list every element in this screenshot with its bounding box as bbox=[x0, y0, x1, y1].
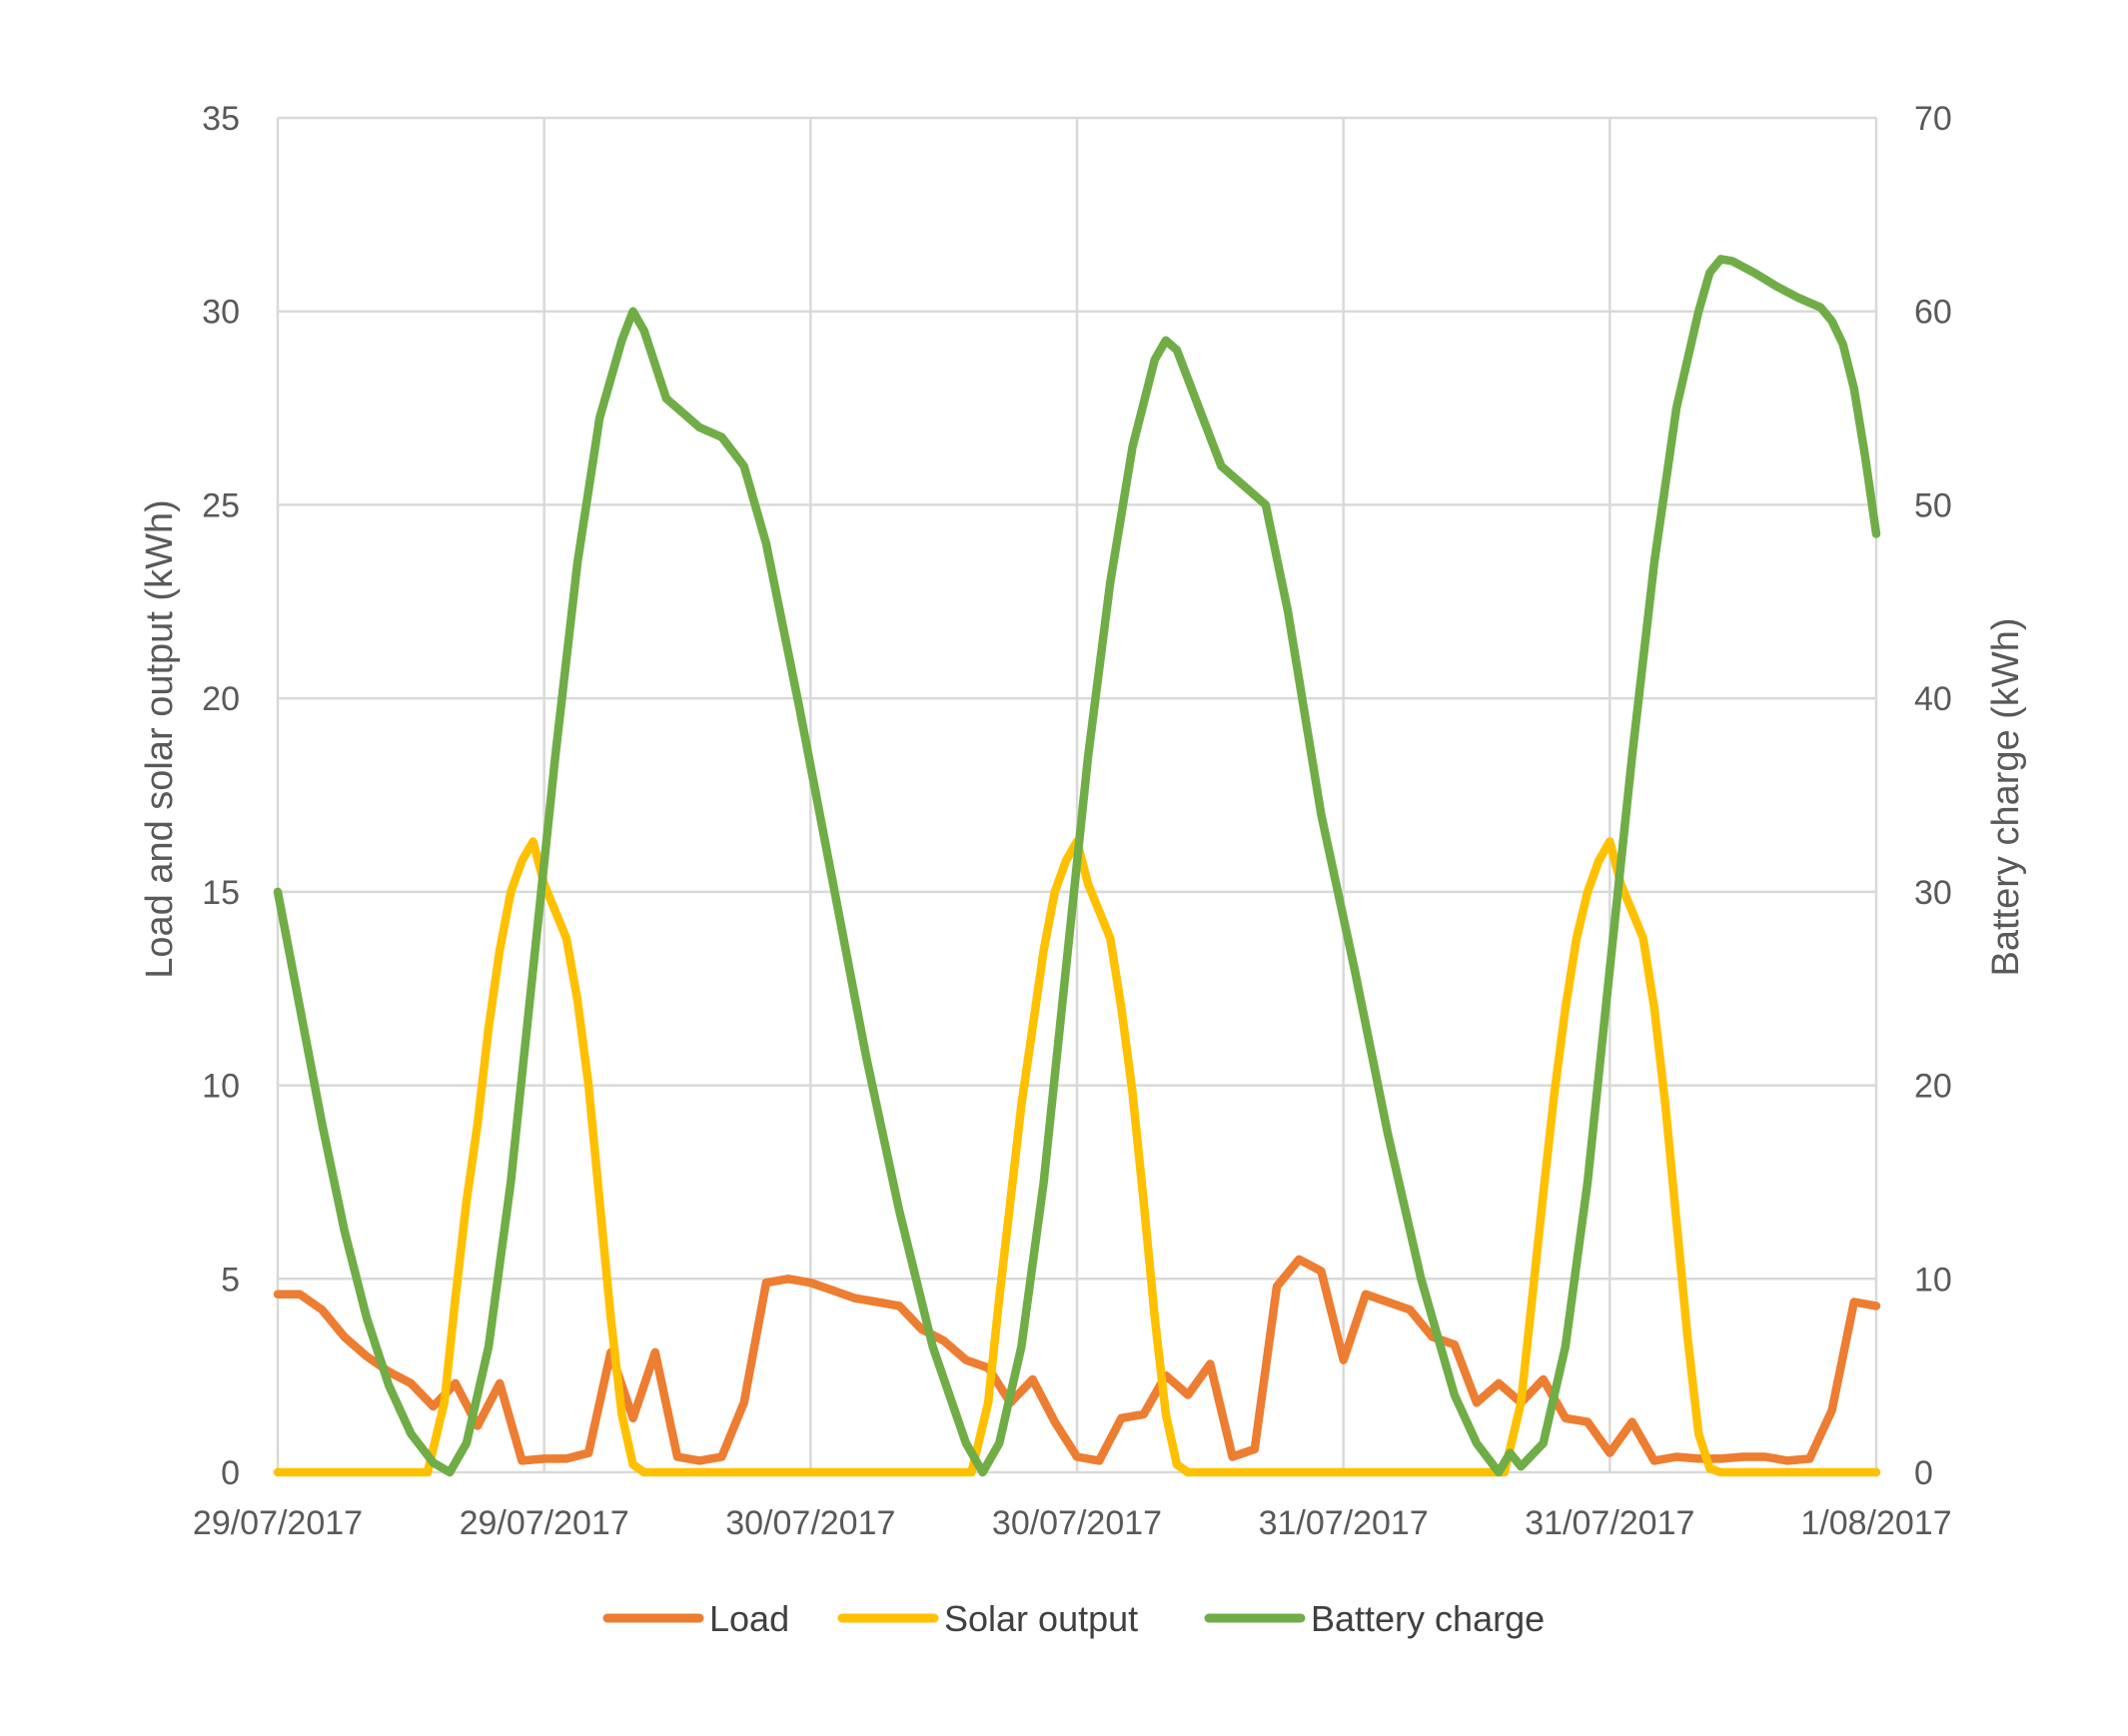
right-tick-label: 40 bbox=[1914, 680, 1952, 718]
right-tick-label: 0 bbox=[1914, 1454, 1933, 1492]
left-tick-label: 0 bbox=[221, 1454, 240, 1492]
x-tick-label: 31/07/2017 bbox=[1259, 1504, 1429, 1542]
series-line-battery-charge bbox=[273, 255, 1881, 1477]
x-axis-tick-labels: 29/07/2017 29/07/2017 30/07/2017 30/07/2017… bbox=[193, 1504, 1952, 1542]
left-axis-title: Load and solar output (kWh) bbox=[139, 499, 181, 979]
legend-label-load: Load bbox=[709, 1598, 789, 1639]
vertical-gridlines bbox=[276, 118, 1878, 1472]
x-tick-label: 29/07/2017 bbox=[460, 1504, 629, 1542]
right-tick-label: 20 bbox=[1914, 1068, 1952, 1106]
right-tick-label: 60 bbox=[1914, 294, 1952, 332]
right-tick-label: 30 bbox=[1914, 874, 1952, 912]
right-tick-label: 50 bbox=[1914, 486, 1952, 524]
right-tick-label: 10 bbox=[1914, 1261, 1952, 1299]
right-tick-label: 70 bbox=[1914, 100, 1952, 138]
left-tick-label: 30 bbox=[202, 294, 240, 332]
x-tick-label: 31/07/2017 bbox=[1525, 1504, 1694, 1542]
x-tick-label: 30/07/2017 bbox=[725, 1504, 895, 1542]
left-tick-label: 20 bbox=[202, 680, 240, 718]
left-tick-label: 15 bbox=[202, 874, 240, 912]
left-tick-label: 35 bbox=[202, 100, 240, 138]
left-axis-tick-labels: 0 5 10 15 20 25 30 35 bbox=[202, 100, 240, 1492]
legend-label-solar-output: Solar output bbox=[944, 1598, 1138, 1639]
x-tick-label: 29/07/2017 bbox=[193, 1504, 363, 1542]
legend: Load Solar output Battery charge bbox=[602, 1598, 1545, 1639]
right-axis-title: Battery charge (kWh) bbox=[1985, 618, 2027, 977]
series-lines bbox=[273, 255, 1881, 1477]
left-tick-label: 5 bbox=[221, 1261, 240, 1299]
series-line-load bbox=[273, 1255, 1881, 1465]
left-tick-label: 25 bbox=[202, 486, 240, 524]
left-tick-label: 10 bbox=[202, 1068, 240, 1106]
legend-label-battery-charge: Battery charge bbox=[1311, 1598, 1545, 1639]
x-tick-label: 1/08/2017 bbox=[1800, 1504, 1951, 1542]
right-axis-tick-labels: 0 10 20 30 40 50 60 70 bbox=[1914, 100, 1952, 1492]
x-tick-label: 30/07/2017 bbox=[992, 1504, 1162, 1542]
